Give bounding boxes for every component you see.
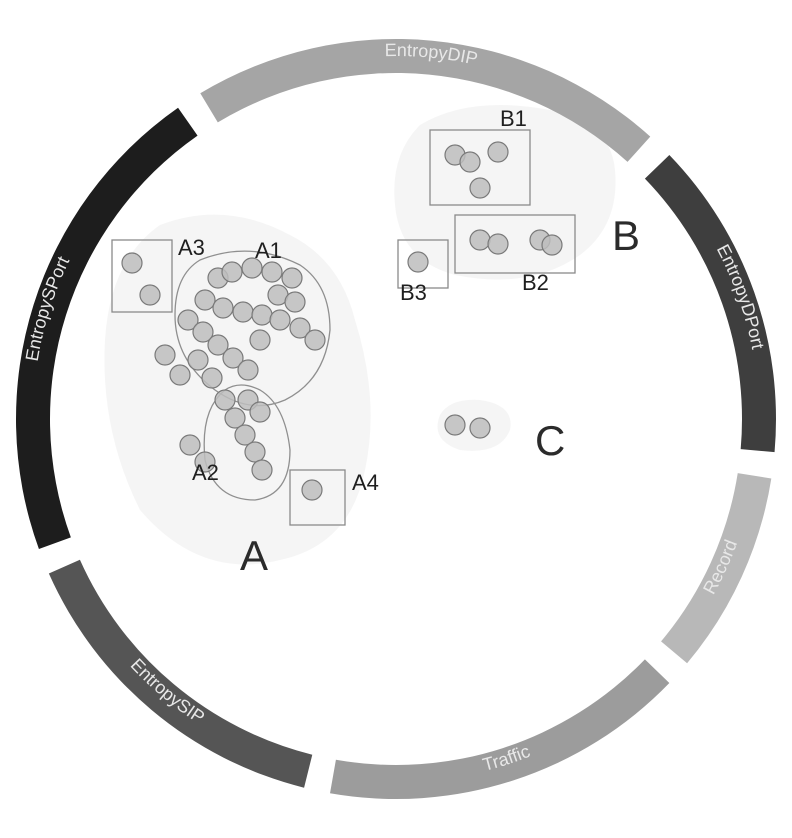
point-38	[488, 142, 508, 162]
label-small-A2: A2	[192, 460, 219, 485]
point-44	[408, 252, 428, 272]
point-11	[270, 310, 290, 330]
point-0	[122, 253, 142, 273]
point-21	[215, 390, 235, 410]
point-25	[252, 460, 272, 480]
point-19	[188, 350, 208, 370]
point-8	[213, 298, 233, 318]
point-13	[305, 330, 325, 350]
point-3	[222, 262, 242, 282]
point-32	[170, 365, 190, 385]
point-37	[460, 152, 480, 172]
label-big-C: C	[535, 417, 565, 464]
point-5	[262, 262, 282, 282]
point-34	[285, 292, 305, 312]
point-30	[302, 480, 322, 500]
label-small-B2: B2	[522, 270, 549, 295]
point-6	[282, 268, 302, 288]
point-46	[470, 418, 490, 438]
point-27	[250, 402, 270, 422]
label-small-B3: B3	[400, 280, 427, 305]
label-small-A1: A1	[255, 238, 282, 263]
point-45	[445, 415, 465, 435]
label-small-B1: B1	[500, 106, 527, 131]
point-18	[238, 360, 258, 380]
point-43	[542, 235, 562, 255]
point-35	[250, 330, 270, 350]
point-9	[233, 302, 253, 322]
point-10	[252, 305, 272, 325]
point-40	[470, 230, 490, 250]
cluster-blobs	[104, 105, 615, 564]
point-7	[195, 290, 215, 310]
point-1	[140, 285, 160, 305]
label-big-B: B	[612, 212, 640, 259]
point-24	[245, 442, 265, 462]
point-28	[180, 435, 200, 455]
radviz-diagram: { "canvas": { "w": 792, "h": 838, "cx": …	[0, 0, 792, 838]
point-41	[488, 234, 508, 254]
label-small-A4: A4	[352, 470, 379, 495]
arc-EntropySIP	[49, 560, 312, 788]
blob-B	[394, 105, 615, 280]
label-small-A3: A3	[178, 235, 205, 260]
diagram-svg: EntropySPortEntropyDIPEntropyDPortRecord…	[0, 0, 792, 838]
point-20	[202, 368, 222, 388]
arc-Traffic	[330, 659, 669, 799]
label-big-A: A	[240, 532, 268, 579]
point-39	[470, 178, 490, 198]
point-31	[155, 345, 175, 365]
